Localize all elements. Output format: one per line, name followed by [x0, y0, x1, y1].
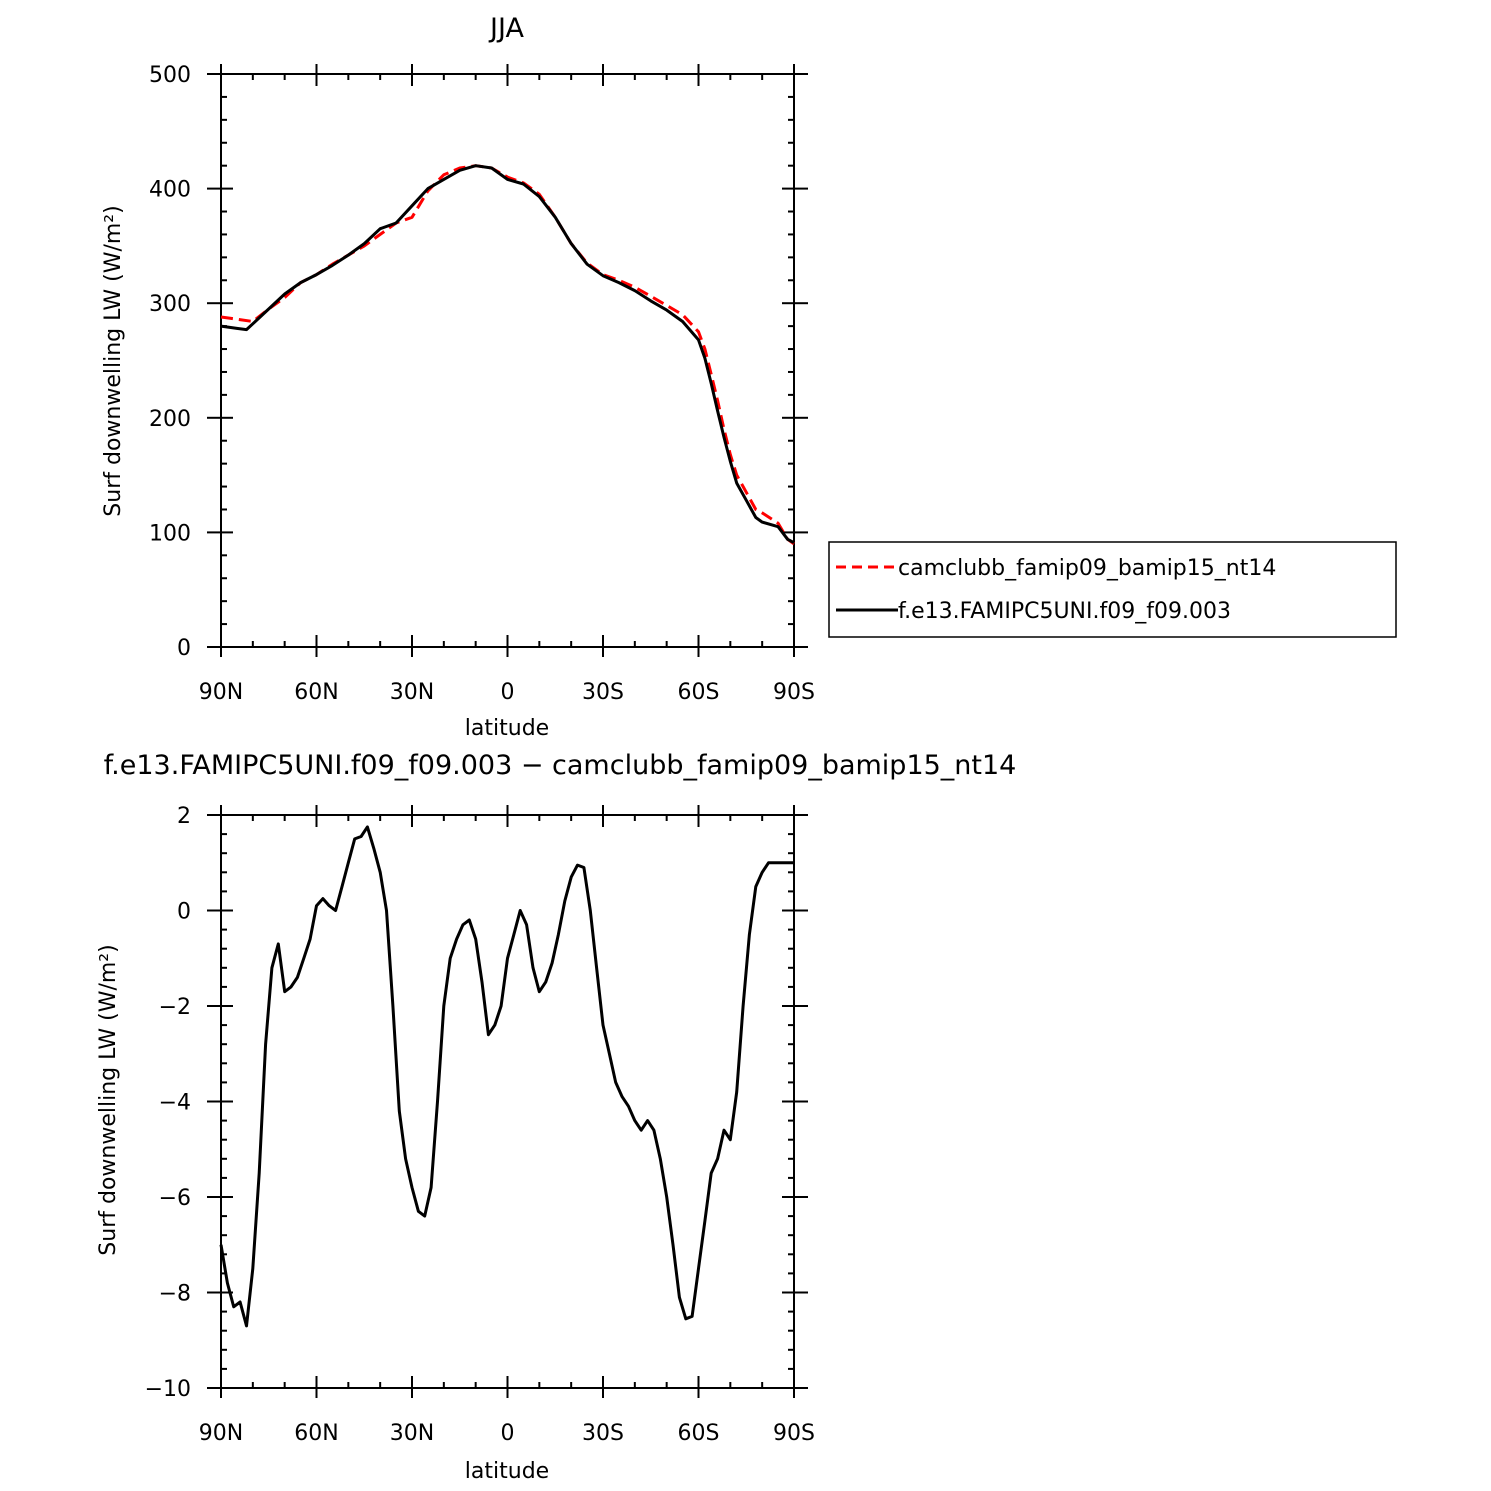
top-series-line-0	[220, 164, 795, 546]
top-y-tick-label: 400	[149, 178, 191, 203]
top-y-axis-label: Surf downwelling LW (W/m²)	[101, 205, 126, 516]
legend-box	[828, 541, 1397, 638]
bottom-x-tick-label: 90S	[773, 1421, 815, 1446]
top-panel: JJA 90N 60N 30N 0 30S 60S 90S0100200300400500 …	[101, 13, 815, 741]
bottom-x-tick-label: 30S	[582, 1421, 624, 1446]
bottom-y-tick-label: −10	[145, 1377, 191, 1402]
bottom-plot-area: 90N 60N 30N 0 30S 60S 90S −10 −8 −6 −4 −2 0 2	[145, 804, 815, 1446]
bottom-y-tick-label: −8	[159, 1282, 191, 1307]
bottom-x-tick-label: 60S	[678, 1421, 720, 1446]
top-y-tick-label: 100	[149, 521, 191, 546]
bottom-panel: f.e13.FAMIPC5UNI.f09_f09.003 − camclubb_…	[96, 750, 1016, 1484]
bottom-chart-title: f.e13.FAMIPC5UNI.f09_f09.003 − camclubb_…	[104, 750, 1017, 781]
top-x-tick-label: 90N	[199, 680, 243, 705]
top-y-tick-label: 200	[149, 407, 191, 432]
top-plot-area: 90N 60N 30N 0 30S 60S 90S 0 100 200 300 400 500	[149, 63, 815, 705]
bottom-x-tick-label: 30N	[390, 1421, 434, 1446]
legend-label-fe13: f.e13.FAMIPC5UNI.f09_f09.003	[898, 599, 1231, 624]
bottom-y-tick-label: −6	[159, 1186, 191, 1211]
bottom-y-axis-label: Surf downwelling LW (W/m²)	[96, 944, 121, 1255]
bottom-y-tick-label: 0	[177, 900, 191, 925]
top-x-tick-label: 30N	[390, 680, 434, 705]
legend-label-camclubb: camclubb_famip09_bamip15_nt14	[898, 556, 1276, 581]
bottom-y-tick-label: −2	[159, 995, 191, 1020]
bottom-x-axis-label: latitude	[465, 1459, 549, 1484]
top-y-tick-label: 0	[177, 636, 191, 661]
bottom-y-tick-label: −4	[159, 1091, 191, 1116]
top-x-tick-label: 0	[501, 680, 515, 705]
top-y-tick-label: 500	[149, 63, 191, 88]
top-y-tick-label: 300	[149, 292, 191, 317]
bottom-x-tick-label: 90N	[199, 1421, 243, 1446]
top-x-tick-label: 60S	[678, 680, 720, 705]
bottom-x-tick-label: 60N	[294, 1421, 338, 1446]
top-series-line-1	[220, 164, 795, 545]
bottom-series-line-0	[219, 825, 794, 1328]
top-x-tick-label: 90S	[773, 680, 815, 705]
top-chart-title: JJA	[488, 13, 524, 44]
top-x-tick-label: 30S	[582, 680, 624, 705]
top-x-axis-label: latitude	[465, 716, 549, 741]
bottom-x-tick-label: 0	[501, 1421, 515, 1446]
top-x-tick-label: 60N	[294, 680, 338, 705]
bottom-plot-frame	[220, 814, 795, 1389]
legend: camclubb_famip09_bamip15_nt14 f.e13.FAMI…	[828, 541, 1397, 638]
top-plot-frame	[220, 73, 795, 648]
bottom-y-tick-label: 2	[177, 804, 191, 829]
